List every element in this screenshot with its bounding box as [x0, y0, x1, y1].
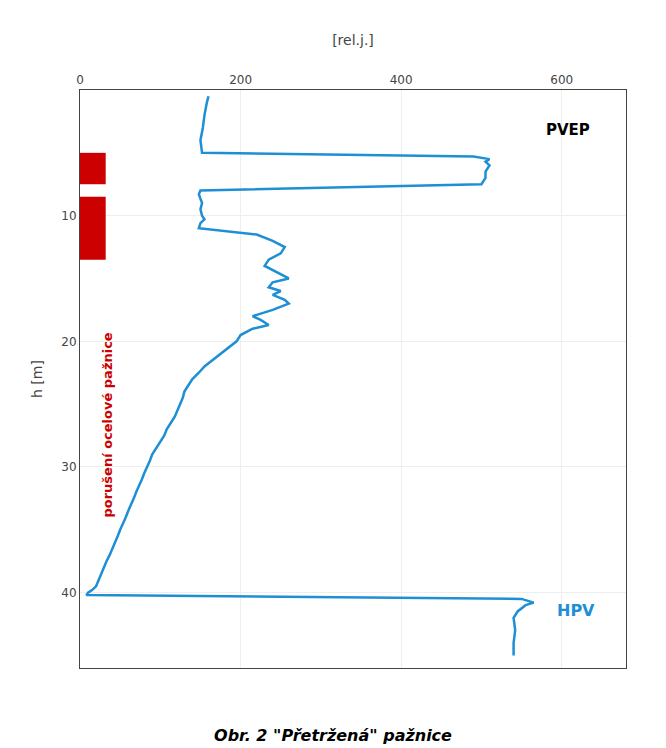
svg-text:Obr. 2 "Přetržená" pažnice: Obr. 2 "Přetržená" pažnice [214, 726, 452, 745]
svg-text:40: 40 [61, 586, 76, 600]
svg-text:0: 0 [76, 73, 84, 87]
svg-text:10: 10 [61, 209, 76, 223]
svg-text:20: 20 [61, 335, 76, 349]
svg-text:porušení ocelové pažnice: porušení ocelové pažnice [100, 332, 115, 517]
svg-text:400: 400 [390, 73, 413, 87]
svg-text:600: 600 [550, 73, 573, 87]
svg-text:PVEP: PVEP [546, 121, 590, 139]
svg-text:h [m]: h [m] [29, 360, 45, 398]
svg-text:30: 30 [61, 460, 76, 474]
svg-text:[rel.j.]: [rel.j.] [332, 32, 374, 48]
svg-text:200: 200 [229, 73, 252, 87]
svg-text:HPV: HPV [557, 601, 595, 620]
